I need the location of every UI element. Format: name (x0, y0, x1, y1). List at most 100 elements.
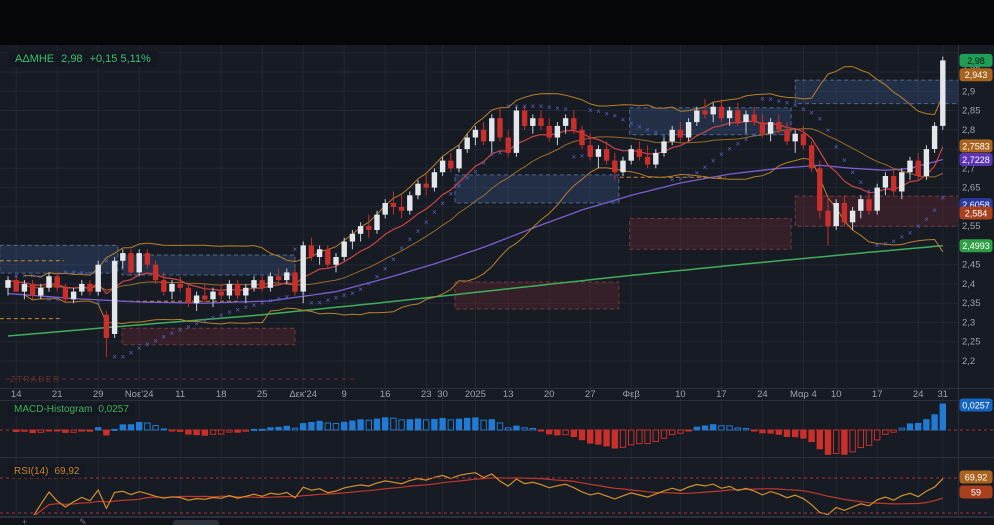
svg-text:×: × (563, 105, 568, 114)
svg-text:×: × (424, 218, 429, 227)
svg-text:×: × (219, 311, 224, 320)
axis-badge: 59 (959, 485, 993, 499)
svg-text:×: × (334, 294, 339, 303)
svg-text:×: × (867, 187, 872, 196)
svg-text:×: × (153, 336, 158, 345)
svg-text:×: × (604, 109, 609, 118)
svg-text:×: × (383, 265, 388, 274)
svg-text:×: × (547, 103, 552, 112)
price-axis-label: 2,3 (962, 318, 975, 329)
svg-text:×: × (309, 299, 314, 308)
svg-text:×: × (366, 280, 371, 289)
symbol-legend[interactable]: ΑΔΜΗΕ 2,98 +0,15 5,11% (8, 51, 158, 67)
svg-text:×: × (96, 299, 101, 308)
svg-text:0,0257: 0,0257 (962, 401, 990, 411)
price-axis-label: 2,35 (962, 298, 981, 309)
svg-text:×: × (301, 291, 306, 300)
svg-text:×: × (194, 320, 199, 329)
svg-text:×: × (768, 95, 773, 104)
svg-text:×: × (284, 293, 289, 302)
draw-icon[interactable]: ✎ (79, 517, 87, 525)
time-axis-label: 30 (437, 389, 448, 400)
time-axis-label: 24 (913, 389, 924, 400)
svg-text:×: × (850, 168, 855, 177)
svg-text:×: × (399, 244, 404, 253)
svg-text:×: × (55, 295, 60, 304)
price-axis-label: 2,9 (962, 86, 975, 97)
svg-text:×: × (760, 95, 765, 104)
svg-text:×: × (178, 326, 183, 335)
svg-text:×: × (186, 323, 191, 332)
toolbar-button[interactable] (172, 520, 219, 525)
svg-text:×: × (530, 102, 535, 111)
svg-text:×: × (79, 269, 84, 278)
price-axis-label: 2,65 (962, 183, 981, 194)
svg-text:×: × (481, 158, 486, 167)
svg-text:×: × (776, 97, 781, 106)
axis-badge: 2,98 (959, 53, 993, 67)
symbol-change: +0,15 (89, 53, 118, 65)
svg-text:2,4993: 2,4993 (962, 241, 990, 251)
svg-text:×: × (817, 114, 822, 123)
svg-text:×: × (522, 102, 527, 111)
svg-text:×: × (744, 135, 749, 144)
svg-text:×: × (375, 273, 380, 282)
svg-text:×: × (678, 174, 683, 183)
svg-text:69,92: 69,92 (965, 473, 988, 483)
rsi-indicator-legend[interactable]: RSI(14) 69,92 (8, 465, 86, 478)
svg-text:×: × (711, 156, 716, 165)
candles-layer[interactable] (5, 56, 946, 358)
price-axis-label: 2,25 (962, 337, 981, 348)
sma-long-line (7, 244, 943, 337)
svg-text:×: × (202, 317, 207, 326)
time-axis-label: 2025 (465, 389, 486, 400)
price-axis-label: 2,45 (962, 260, 981, 271)
svg-text:×: × (899, 232, 904, 241)
svg-text:×: × (653, 129, 658, 138)
svg-text:×: × (432, 208, 437, 217)
axis-badge: 2,4993 (959, 239, 993, 253)
bollinger-bands (24, 66, 944, 325)
svg-text:×: × (858, 178, 863, 187)
crosshair-icon[interactable]: + (22, 517, 28, 525)
time-axis-label: 27 (585, 389, 596, 400)
svg-text:2,98: 2,98 (967, 56, 985, 66)
svg-text:×: × (489, 150, 494, 159)
time-axis-label: 23 (421, 389, 432, 400)
svg-text:×: × (506, 102, 511, 111)
svg-text:×: × (129, 348, 134, 357)
svg-text:×: × (293, 245, 298, 254)
axis-badge: 0,0257 (959, 398, 993, 412)
svg-text:×: × (317, 299, 322, 308)
svg-text:2,7228: 2,7228 (962, 155, 990, 165)
time-axis[interactable]: 14 21 29 Νοε'24 11 18 25 Δεκ'24 9 16 23 30 2025 13 20 2… (11, 389, 948, 400)
svg-text:×: × (588, 106, 593, 115)
macd-indicator-legend[interactable]: MACD-Histogram 0,0257 (8, 403, 135, 416)
symbol-name: ΑΔΜΗΕ (15, 53, 55, 65)
price-axis-label: 2,8 (962, 125, 975, 136)
svg-text:×: × (703, 163, 708, 172)
time-axis-label: 10 (831, 389, 842, 400)
svg-text:×: × (235, 306, 240, 315)
axis-badge: 69,92 (959, 470, 993, 484)
time-axis-label: Δεκ'24 (289, 389, 317, 400)
svg-text:×: × (137, 344, 142, 353)
svg-text:×: × (662, 131, 667, 140)
time-axis-label: 10 (675, 389, 686, 400)
time-axis-label: 17 (716, 389, 727, 400)
time-axis-label: 17 (872, 389, 883, 400)
svg-text:×: × (227, 308, 232, 317)
svg-text:2,6058: 2,6058 (962, 200, 990, 210)
svg-text:×: × (694, 169, 699, 178)
svg-text:×: × (908, 228, 913, 237)
svg-text:×: × (112, 353, 117, 362)
svg-text:×: × (571, 152, 576, 161)
axis-badge: 2,943 (959, 68, 993, 82)
axis-badge: 2,7228 (959, 153, 993, 166)
price-axis-label: 2,85 (962, 106, 981, 117)
svg-text:×: × (612, 112, 617, 121)
svg-text:×: × (416, 227, 421, 236)
svg-text:×: × (596, 107, 601, 116)
svg-text:×: × (637, 122, 642, 131)
